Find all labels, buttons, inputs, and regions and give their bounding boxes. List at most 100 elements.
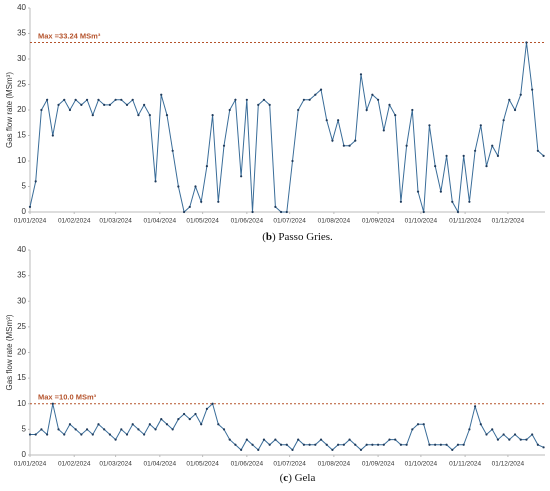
- data-point: [371, 93, 374, 96]
- data-point: [519, 93, 522, 96]
- data-point: [285, 210, 288, 214]
- data-point: [165, 423, 169, 426]
- data-point: [154, 180, 157, 183]
- data-point: [348, 438, 351, 441]
- data-point: [536, 443, 539, 446]
- data-point: [97, 423, 100, 426]
- data-point: [382, 443, 385, 446]
- data-point: [416, 190, 420, 193]
- data-point: [171, 428, 174, 431]
- x-tick-label: 01/03/2024: [99, 461, 132, 468]
- data-point: [85, 98, 89, 101]
- data-point: [439, 190, 442, 193]
- data-point: [439, 443, 442, 446]
- data-point: [479, 423, 482, 426]
- series-line: [30, 402, 544, 451]
- x-tick-label: 01/06/2024: [231, 461, 264, 468]
- y-tick-label: 35: [17, 29, 26, 38]
- data-point: [194, 412, 197, 416]
- data-point: [319, 88, 323, 91]
- data-point: [74, 98, 77, 101]
- y-tick-label: 5: [22, 424, 27, 433]
- x-tick-label: 01/07/2024: [273, 218, 306, 225]
- data-point: [382, 129, 385, 132]
- x-tick-label: 01/10/2024: [405, 461, 438, 468]
- x-tick-label: 01/12/2024: [492, 218, 525, 225]
- y-tick-label: 20: [17, 105, 26, 114]
- data-point: [445, 154, 448, 157]
- data-point: [182, 412, 186, 416]
- data-point: [365, 443, 368, 446]
- data-point: [148, 423, 151, 426]
- data-point: [508, 98, 511, 101]
- data-point: [205, 165, 208, 168]
- data-point: [291, 159, 294, 163]
- data-point: [63, 98, 66, 101]
- data-point: [257, 448, 260, 451]
- data-point: [325, 119, 328, 122]
- data-point: [240, 448, 243, 451]
- data-point: [411, 108, 414, 112]
- data-point: [51, 402, 54, 405]
- data-point: [456, 443, 460, 446]
- y-tick-label: 30: [17, 296, 26, 305]
- data-point: [525, 438, 528, 441]
- y-tick-label: 25: [17, 80, 26, 89]
- data-point: [319, 438, 323, 441]
- data-point: [542, 446, 545, 449]
- data-point: [354, 443, 357, 446]
- data-point: [297, 108, 300, 112]
- data-point: [399, 443, 403, 446]
- data-point: [491, 144, 494, 147]
- data-point: [34, 180, 37, 183]
- data-point: [473, 149, 477, 152]
- data-point: [394, 114, 397, 117]
- data-point: [342, 144, 345, 147]
- data-point: [445, 443, 448, 446]
- data-point: [46, 98, 49, 101]
- data-point: [80, 433, 83, 436]
- data-point: [279, 443, 283, 446]
- data-point: [405, 443, 408, 446]
- data-point: [251, 210, 254, 214]
- data-point: [91, 114, 94, 117]
- data-point: [234, 443, 237, 446]
- data-point: [491, 428, 494, 431]
- data-point: [46, 433, 49, 436]
- data-point: [228, 108, 231, 112]
- data-point: [291, 448, 294, 451]
- data-point: [211, 114, 214, 117]
- data-point: [428, 443, 431, 446]
- data-point: [143, 433, 146, 436]
- data-point: [496, 438, 500, 441]
- data-point: [63, 433, 66, 436]
- data-point: [131, 423, 134, 426]
- x-tick-label: 01/09/2024: [362, 218, 395, 225]
- y-tick-label: 0: [22, 207, 27, 216]
- data-point: [165, 114, 169, 117]
- data-point: [171, 149, 174, 152]
- x-tick-label: 01/05/2024: [186, 218, 219, 225]
- x-tick-label: 01/01/2024: [14, 218, 47, 225]
- data-point: [137, 428, 140, 431]
- series-line: [29, 42, 544, 214]
- data-point: [240, 175, 243, 178]
- data-point: [188, 205, 191, 208]
- data-point: [468, 200, 471, 203]
- data-point: [108, 103, 111, 106]
- data-point: [388, 438, 391, 441]
- x-tick-label: 01/02/2024: [58, 461, 91, 468]
- data-point: [354, 139, 357, 142]
- data-point: [308, 98, 311, 101]
- y-tick-label: 40: [17, 245, 26, 254]
- caption-part: (: [280, 472, 284, 484]
- data-point: [302, 98, 306, 101]
- data-point: [479, 124, 482, 127]
- data-point: [462, 154, 465, 157]
- x-tick-label: 01/08/2024: [318, 218, 351, 225]
- data-point: [279, 210, 283, 214]
- caption-part: (: [262, 231, 266, 243]
- data-point: [103, 103, 106, 106]
- data-point: [148, 114, 151, 117]
- data-point: [200, 423, 203, 426]
